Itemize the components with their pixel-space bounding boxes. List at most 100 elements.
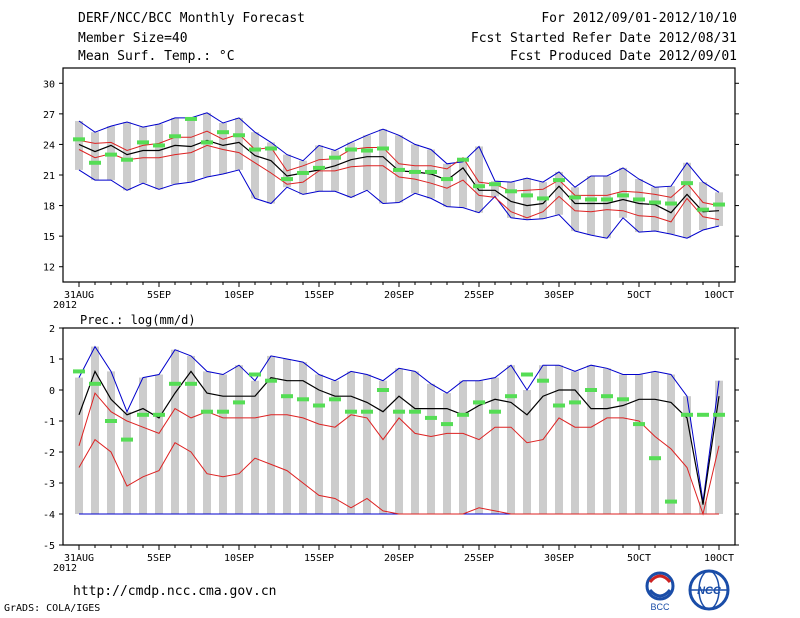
xtick-label-p1-3: 15SEP bbox=[304, 553, 334, 564]
obs-marker-p0-27 bbox=[505, 189, 517, 194]
xtick-label-p0-2: 10SEP bbox=[224, 290, 254, 301]
box-p0-26 bbox=[491, 181, 499, 197]
ytick-label-p0-3: 21 bbox=[43, 171, 55, 182]
obs-marker-p0-2 bbox=[105, 152, 117, 157]
obs-marker-p0-10 bbox=[233, 133, 245, 138]
obs-marker-p1-39 bbox=[697, 412, 709, 417]
obs-marker-p0-23 bbox=[441, 177, 453, 182]
box-p1-25 bbox=[475, 380, 483, 514]
obs-marker-p0-18 bbox=[361, 148, 373, 153]
header-member-size: Member Size=40 bbox=[78, 31, 188, 46]
box-p0-10 bbox=[235, 117, 243, 170]
xtick-label-p0-3: 15SEP bbox=[304, 290, 334, 301]
xtick-label-p1-1: 5SEP bbox=[147, 553, 171, 564]
footer-url[interactable]: http://cmdp.ncc.cma.gov.cn bbox=[73, 584, 277, 599]
obs-marker-p0-31 bbox=[569, 195, 581, 200]
ncc-logo-label: NCC bbox=[697, 585, 722, 597]
obs-marker-p0-33 bbox=[601, 197, 613, 202]
obs-marker-p1-17 bbox=[345, 409, 357, 414]
xtick-label-p0-4: 20SEP bbox=[384, 290, 414, 301]
obs-marker-p1-11 bbox=[249, 372, 261, 377]
obs-marker-p0-21 bbox=[409, 169, 421, 174]
bcc-logo: BCC bbox=[645, 571, 675, 612]
ytick-label-p1-0: -5 bbox=[43, 541, 55, 552]
obs-marker-p1-25 bbox=[473, 400, 485, 405]
xtick-label-p1-4: 20SEP bbox=[384, 553, 414, 564]
ytick-label-p0-4: 24 bbox=[43, 140, 55, 151]
box-p0-1 bbox=[91, 132, 99, 181]
obs-marker-p0-5 bbox=[153, 143, 165, 148]
box-p0-14 bbox=[299, 160, 307, 195]
box-p1-30 bbox=[555, 365, 563, 514]
header-title: DERF/NCC/BCC Monthly Forecast bbox=[78, 11, 305, 26]
obs-marker-p1-18 bbox=[361, 409, 373, 414]
obs-marker-p0-12 bbox=[265, 146, 277, 151]
obs-marker-p1-4 bbox=[137, 412, 149, 417]
obs-marker-p0-15 bbox=[313, 165, 325, 170]
box-p0-40 bbox=[715, 192, 723, 226]
box-p0-17 bbox=[347, 142, 355, 198]
obs-marker-p1-21 bbox=[409, 409, 421, 414]
obs-marker-p1-23 bbox=[441, 422, 453, 427]
box-p1-2 bbox=[107, 371, 115, 514]
obs-marker-p1-6 bbox=[169, 381, 181, 386]
ytick-label-p0-2: 18 bbox=[43, 202, 55, 213]
box-p1-31 bbox=[571, 371, 579, 514]
ytick-label-p1-2: -3 bbox=[43, 479, 55, 490]
obs-marker-p0-8 bbox=[201, 140, 213, 145]
xtick-label-p0-0-year: 2012 bbox=[53, 300, 77, 311]
obs-marker-p0-4 bbox=[137, 140, 149, 145]
box-p1-27 bbox=[507, 365, 515, 514]
box-p1-14 bbox=[299, 362, 307, 514]
obs-marker-p0-28 bbox=[521, 193, 533, 198]
box-p1-33 bbox=[603, 368, 611, 514]
obs-marker-p0-16 bbox=[329, 155, 341, 160]
box-p1-8 bbox=[203, 371, 211, 514]
obs-marker-p1-29 bbox=[537, 378, 549, 383]
box-p0-18 bbox=[363, 135, 371, 191]
ytick-label-p1-7: 2 bbox=[49, 324, 55, 335]
box-p1-17 bbox=[347, 371, 355, 514]
obs-marker-p0-37 bbox=[665, 201, 677, 206]
box-p0-36 bbox=[651, 187, 659, 232]
obs-marker-p0-20 bbox=[393, 167, 405, 172]
box-p0-39 bbox=[699, 182, 707, 231]
obs-marker-p0-38 bbox=[681, 181, 693, 186]
line-max-p1 bbox=[78, 345, 720, 502]
obs-marker-p1-31 bbox=[569, 400, 581, 405]
obs-marker-p0-30 bbox=[553, 178, 565, 183]
box-p0-34 bbox=[619, 167, 627, 218]
obs-marker-p1-5 bbox=[153, 412, 165, 417]
line-upper-spread-p1 bbox=[78, 392, 720, 516]
ytick-label-p1-1: -4 bbox=[43, 510, 55, 521]
xtick-label-p0-8: 10OCT bbox=[704, 290, 734, 301]
box-p1-9 bbox=[219, 374, 227, 514]
box-p1-3 bbox=[123, 411, 131, 514]
obs-marker-p0-32 bbox=[585, 197, 597, 202]
obs-marker-p1-20 bbox=[393, 409, 405, 414]
obs-marker-p0-39 bbox=[697, 207, 709, 212]
box-p1-4 bbox=[139, 377, 147, 514]
box-p0-35 bbox=[635, 179, 643, 233]
box-p0-24 bbox=[459, 161, 467, 208]
obs-marker-p0-0 bbox=[73, 137, 85, 142]
header-produced-date: Fcst Produced Date 2012/09/01 bbox=[510, 49, 737, 64]
box-p1-15 bbox=[315, 374, 323, 514]
xtick-label-p1-0: 31AUG bbox=[64, 553, 94, 564]
obs-marker-p1-26 bbox=[489, 409, 501, 414]
box-p1-20 bbox=[395, 368, 403, 514]
box-p0-9 bbox=[219, 123, 227, 174]
obs-marker-p1-37 bbox=[665, 499, 677, 504]
ytick-label-p0-6: 30 bbox=[43, 79, 55, 90]
obs-marker-p0-25 bbox=[473, 184, 485, 189]
box-p1-39 bbox=[699, 501, 707, 514]
box-p0-32 bbox=[587, 176, 595, 236]
box-p1-34 bbox=[619, 374, 627, 514]
line-mean-p1 bbox=[78, 369, 720, 505]
obs-marker-p0-1 bbox=[89, 160, 101, 165]
obs-marker-p1-36 bbox=[649, 456, 661, 461]
obs-marker-p0-29 bbox=[537, 196, 549, 201]
box-p1-19 bbox=[379, 380, 387, 514]
ytick-label-p0-5: 27 bbox=[43, 110, 55, 121]
